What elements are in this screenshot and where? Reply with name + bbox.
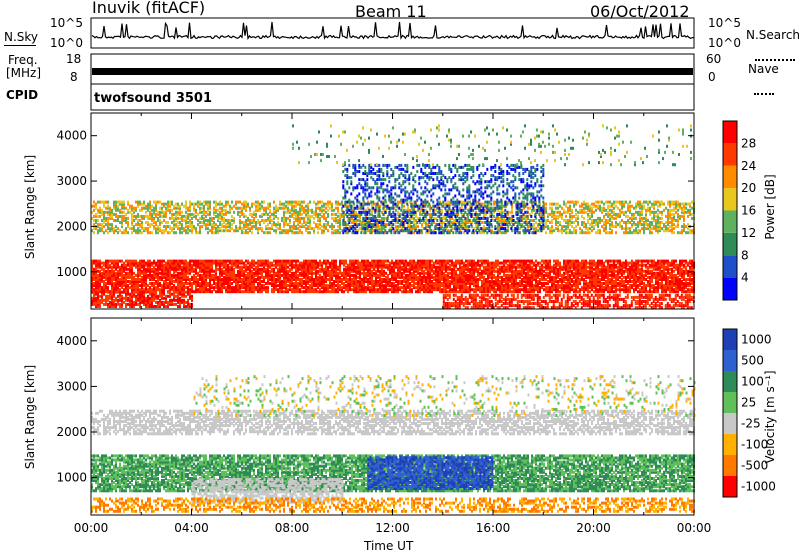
nave-top-tick: 60: [706, 52, 722, 66]
velocity-colorbar-tick: 100: [741, 375, 764, 389]
power-colorbar-segment: [723, 121, 737, 144]
nsearch-label: N.Search: [746, 28, 800, 42]
nave-dotted-line: [754, 80, 774, 99]
freq-label-line2: [MHz]: [6, 66, 42, 80]
cpid-text: twofsound 3501: [94, 91, 213, 106]
velocity-colorbar-tick: -25: [741, 417, 761, 431]
velocity-colorbar-segment: [723, 392, 737, 413]
velocity-ytick-label: 4000: [56, 334, 87, 348]
velocity-ytick-label: 3000: [56, 379, 87, 393]
power-ytick-label: 4000: [56, 129, 87, 143]
velocity-colorbar-segment: [723, 434, 737, 455]
power-colorbar-segment: [723, 165, 737, 189]
velocity-colorbar-tick: 25: [741, 396, 756, 410]
velocity-colorbar-segment: [723, 371, 737, 392]
power-colorbar-frame: [722, 120, 738, 301]
power-ytick-label: 2000: [56, 219, 87, 233]
x-tick-label: 16:00: [476, 521, 511, 535]
power-colorbar-tick: 28: [741, 136, 756, 150]
station-title: Inuvik (fitACF): [92, 0, 206, 17]
velocity-colorbar-segment: [723, 476, 737, 497]
power-colorbar-tick: 16: [741, 204, 756, 218]
power-colorbar-segment: [723, 143, 737, 166]
x-tick-label: 12:00: [375, 521, 410, 535]
x-tick-label: 04:00: [174, 521, 209, 535]
velocity-colorbar-tick: 1000: [741, 333, 772, 347]
nsky-bottom-tick: 10^0: [50, 36, 83, 50]
power-colorbar-segment: [723, 277, 737, 300]
velocity-colorbar-segment: [723, 329, 737, 350]
velocity-data-cells: [91, 375, 696, 513]
freq-top-tick: 18: [66, 52, 82, 66]
velocity-colorbar-tick: -100: [741, 438, 768, 452]
nave-label: Nave: [748, 62, 779, 76]
x-tick-label: 00:00: [74, 521, 109, 535]
velocity-colorbar-segment: [723, 455, 737, 476]
power-colorbar-segment: [723, 188, 737, 211]
velocity-colorbar-frame: [722, 328, 738, 498]
velocity-colorbar-tick: -500: [741, 459, 768, 473]
nsky-top-tick: 10^5: [50, 16, 83, 30]
velocity-ytick-label: 2000: [56, 425, 87, 439]
freq-bar: [92, 68, 693, 75]
power-ytick-label: 1000: [56, 265, 87, 279]
nsky-underline: [4, 45, 36, 46]
nsearch-bottom-tick: 10^0: [708, 36, 741, 50]
power-colorbar-segment: [723, 255, 737, 278]
x-tick-label: 20:00: [576, 521, 611, 535]
velocity-colorbar-tick: 500: [741, 354, 764, 368]
power-data-cells: [91, 124, 695, 310]
nsky-panel-frame: [90, 17, 695, 49]
power-colorbar-tick: 24: [741, 159, 756, 173]
nsearch-top-tick: 10^5: [708, 16, 741, 30]
nsky-label: N.Sky: [4, 30, 39, 44]
power-colorbar-segment: [723, 232, 737, 256]
beam-title: Beam 11: [355, 2, 427, 21]
power-colorbar-segment: [723, 210, 737, 233]
power-colorbar-tick: 20: [741, 181, 756, 195]
x-axis-title: Time UT: [364, 539, 414, 553]
cpid-panel: [90, 83, 695, 111]
power-colorbar-tick: 12: [741, 226, 756, 240]
velocity-colorbar-segment: [723, 350, 737, 371]
freq-bottom-tick: 8: [70, 70, 78, 84]
date-title: 06/Oct/2012: [590, 2, 690, 21]
velocity-colorbar-tick: -1000: [741, 480, 776, 494]
freq-label-line1: Freq.: [8, 53, 38, 67]
power-colorbar-tick: 8: [741, 248, 749, 262]
nsearch-dotted-line: [755, 46, 795, 65]
velocity-colorbar-segment: [723, 413, 737, 434]
nave-bottom-tick: 0: [708, 70, 716, 84]
power-ytick-label: 3000: [56, 174, 87, 188]
x-tick-label: 00:00: [677, 521, 712, 535]
nsky-line: [91, 21, 694, 41]
power-colorbar-tick: 4: [741, 271, 749, 285]
x-tick-label: 08:00: [275, 521, 310, 535]
cpid-label: CPID: [6, 88, 39, 102]
velocity-ytick-label: 1000: [56, 471, 87, 485]
